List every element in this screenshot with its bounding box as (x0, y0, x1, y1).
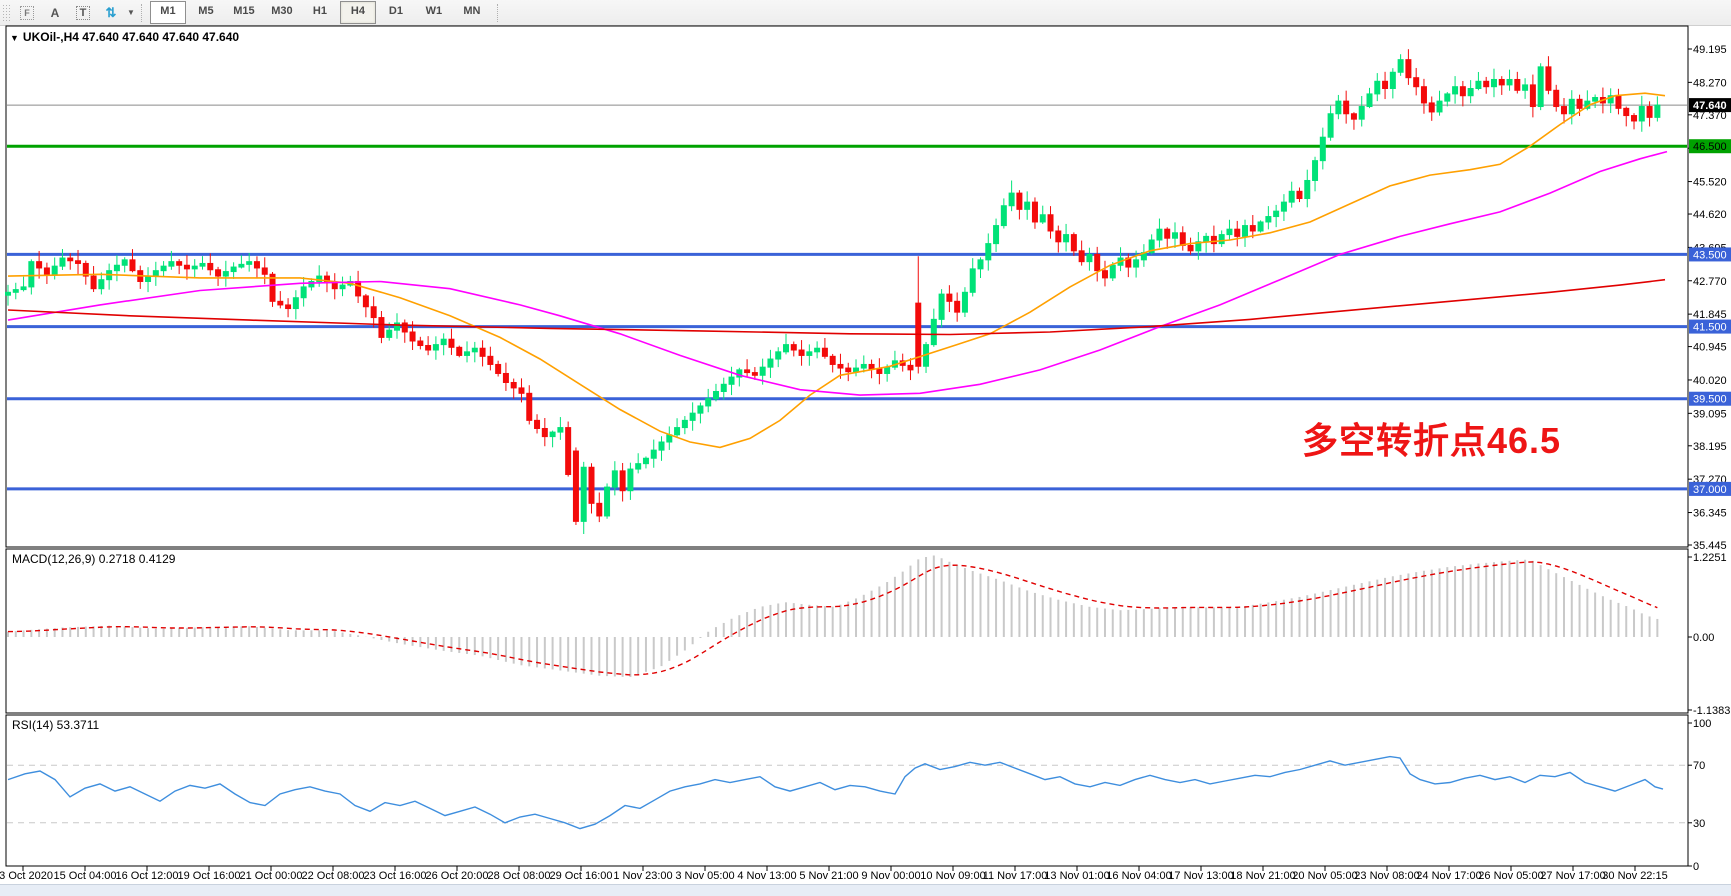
svg-text:37.000: 37.000 (1693, 484, 1727, 496)
time-axis-label: 29 Oct 16:00 (550, 870, 613, 882)
svg-text:47.640: 47.640 (1693, 100, 1727, 112)
time-axis-label: 18 Nov 21:00 (1230, 870, 1295, 882)
time-axis-label: 3 Nov 05:00 (675, 870, 734, 882)
svg-text:49.195: 49.195 (1693, 44, 1727, 56)
svg-text:35.445: 35.445 (1693, 540, 1727, 552)
time-axis-label: 13 Oct 2020 (0, 870, 53, 882)
time-axis-label: 4 Nov 13:00 (737, 870, 796, 882)
text-annotation-glyph: A (50, 5, 60, 20)
svg-text:44.620: 44.620 (1693, 209, 1727, 221)
toolbar-separator (140, 3, 143, 22)
level-lines (7, 144, 1687, 491)
svg-text:46.500: 46.500 (1693, 141, 1727, 153)
timeframe-button-MN[interactable]: MN (463, 5, 481, 17)
drawing-tools-group: F A T ⇅ (13, 2, 125, 24)
svg-text:0.00: 0.00 (1693, 632, 1714, 644)
svg-text:42.770: 42.770 (1693, 276, 1727, 288)
svg-text:47.370: 47.370 (1693, 110, 1727, 122)
symbol-title[interactable]: ▼ UKOil-,H4 47.640 47.640 47.640 47.640 (10, 30, 239, 44)
arrow-tools-glyph: ⇅ (105, 4, 117, 20)
svg-text:43.500: 43.500 (1693, 249, 1727, 261)
time-axis-label: 5 Nov 21:00 (799, 870, 858, 882)
time-axis-label: 21 Oct 00:00 (240, 870, 303, 882)
time-axis-label: 15 Oct 04:00 (54, 870, 117, 882)
ma-line-slow-red[interactable] (7, 278, 1666, 336)
candles (5, 49, 1661, 534)
svg-text:39.500: 39.500 (1693, 394, 1727, 406)
time-axis-label: 10 Nov 09:00 (920, 870, 985, 882)
svg-text:40.945: 40.945 (1693, 342, 1727, 354)
text-annotation-icon[interactable]: A (43, 2, 67, 24)
pattern-grid-glyph: F (20, 5, 34, 20)
time-axis-label: 26 Nov 05:00 (1478, 870, 1543, 882)
time-axis-label: 11 Nov 17:00 (983, 870, 1048, 882)
svg-text:0: 0 (1693, 861, 1699, 873)
timeframe-buttons-group: M1 M5 M15 M30 H1 H4 D1 W1 MN (149, 1, 491, 24)
timeframe-button-M30[interactable]: M30 (271, 5, 293, 17)
svg-text:38.195: 38.195 (1693, 441, 1727, 453)
time-axis-label: 20 Nov 05:00 (1292, 870, 1357, 882)
svg-text:39.095: 39.095 (1693, 408, 1727, 420)
rsi-panel: 100 70 30 0 (7, 718, 1711, 873)
ma-line-mid-magenta[interactable] (7, 150, 1668, 396)
timeframe-button-H4[interactable]: H4 (339, 1, 376, 24)
svg-text:30: 30 (1693, 818, 1705, 830)
time-axis-label: 30 Nov 22:15 (1602, 870, 1667, 882)
svg-text:-1.1383: -1.1383 (1693, 705, 1730, 717)
rsi-indicator-label: RSI(14) 53.3711 (12, 718, 100, 732)
svg-text:41.845: 41.845 (1693, 309, 1727, 321)
svg-text:41.500: 41.500 (1693, 322, 1727, 334)
text-label-icon[interactable]: T (71, 2, 95, 24)
time-axis-label: 16 Nov 04:00 (1106, 870, 1171, 882)
rsi-line[interactable] (7, 755, 1664, 830)
svg-text:45.520: 45.520 (1693, 177, 1727, 189)
timeframe-button-W1[interactable]: W1 (425, 5, 443, 17)
time-axis-label: 27 Nov 17:00 (1540, 870, 1605, 882)
svg-text:100: 100 (1693, 718, 1711, 730)
time-axis-label: 22 Oct 08:00 (302, 870, 365, 882)
time-axis-label: 28 Oct 08:00 (488, 870, 551, 882)
time-axis-label: 16 Oct 12:00 (116, 870, 179, 882)
time-axis-label: 19 Oct 16:00 (178, 870, 241, 882)
timeframe-button-D1[interactable]: D1 (388, 5, 403, 17)
timeframe-button-H1[interactable]: H1 (312, 5, 327, 17)
toolbar-separator (496, 3, 499, 22)
timeframe-button-M15[interactable]: M15 (233, 5, 255, 17)
svg-text:40.020: 40.020 (1693, 375, 1727, 387)
horizontal-scrollbar[interactable] (0, 884, 1731, 896)
time-axis-label: 9 Nov 00:00 (861, 870, 920, 882)
price-axis: 49.19548.27047.37046.44545.52044.62043.6… (1688, 44, 1731, 552)
ma-mid-magenta (7, 150, 1668, 396)
pattern-grid-icon[interactable]: F (15, 2, 39, 24)
svg-text:70: 70 (1693, 760, 1705, 772)
toolbar-drag-handle[interactable] (2, 3, 10, 22)
macd-indicator-label: MACD(12,26,9) 0.2718 0.4129 (12, 552, 176, 566)
symbol-title-text: UKOil-,H4 47.640 47.640 47.640 47.640 (22, 30, 240, 44)
svg-text:48.270: 48.270 (1693, 77, 1727, 89)
timeframe-button-M1[interactable]: M1 (149, 1, 186, 24)
time-axis-label: 26 Oct 20:00 (426, 870, 489, 882)
chart-annotation-text: 多空转折点46.5 (1302, 420, 1562, 461)
ma-slow-red (7, 278, 1666, 336)
time-axis-label: 17 Nov 13:00 (1168, 870, 1233, 882)
time-axis-label: 23 Nov 08:00 (1354, 870, 1419, 882)
collapse-icon[interactable]: ▼ (10, 33, 19, 43)
svg-text:1.2251: 1.2251 (1693, 552, 1727, 564)
timeframe-button-M5[interactable]: M5 (198, 5, 214, 17)
macd-panel: 1.2251 0.00 -1.1383 (7, 552, 1730, 717)
text-label-glyph: T (75, 5, 91, 20)
time-axis-label: 1 Nov 23:00 (613, 870, 672, 882)
chevron-down-icon[interactable]: ▼ (127, 8, 135, 17)
time-axis-label: 23 Oct 16:00 (364, 870, 427, 882)
svg-text:36.345: 36.345 (1693, 508, 1727, 520)
time-axis-label: 24 Nov 17:00 (1416, 870, 1481, 882)
time-axis-label: 13 Nov 01:00 (1044, 870, 1109, 882)
arrow-tools-icon[interactable]: ⇅ (99, 2, 123, 24)
